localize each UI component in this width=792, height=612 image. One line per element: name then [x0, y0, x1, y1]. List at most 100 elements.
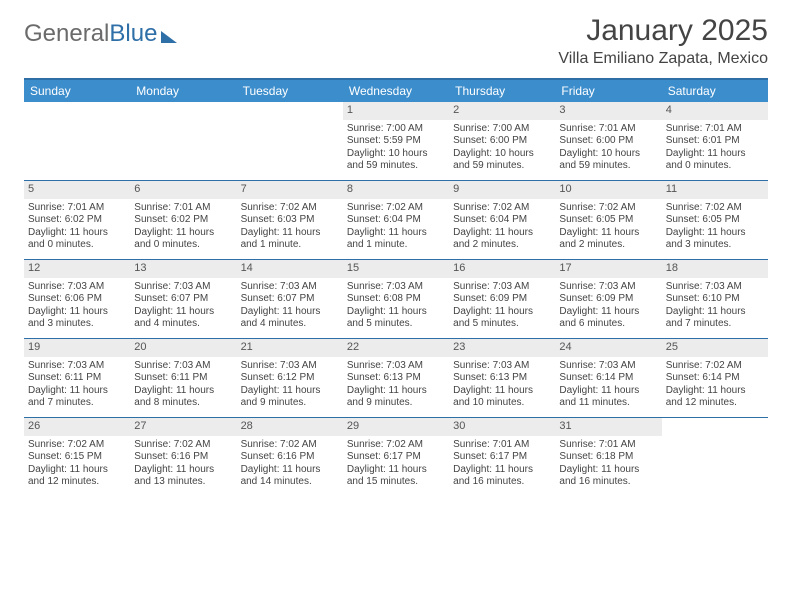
- day-cell: 29Sunrise: 7:02 AMSunset: 6:17 PMDayligh…: [343, 418, 449, 496]
- day-cell: 30Sunrise: 7:01 AMSunset: 6:17 PMDayligh…: [449, 418, 555, 496]
- day-info-line: Daylight: 11 hours and 2 minutes.: [453, 227, 551, 252]
- day-info-line: Sunset: 6:10 PM: [666, 293, 764, 306]
- day-info-line: Sunset: 6:00 PM: [559, 135, 657, 148]
- day-number: 22: [343, 339, 449, 357]
- day-info-line: Sunrise: 7:03 AM: [559, 281, 657, 294]
- day-info-line: Sunrise: 7:03 AM: [28, 360, 126, 373]
- day-info-line: Daylight: 11 hours and 3 minutes.: [666, 227, 764, 252]
- dow-cell: Friday: [555, 80, 661, 102]
- day-info-line: Daylight: 11 hours and 4 minutes.: [241, 306, 339, 331]
- day-cell: 6Sunrise: 7:01 AMSunset: 6:02 PMDaylight…: [130, 181, 236, 259]
- dow-cell: Thursday: [449, 80, 555, 102]
- day-number: 11: [662, 181, 768, 199]
- day-number: 17: [555, 260, 661, 278]
- day-info-line: Sunrise: 7:01 AM: [453, 439, 551, 452]
- day-info-line: Sunrise: 7:02 AM: [666, 360, 764, 373]
- day-cell: 26Sunrise: 7:02 AMSunset: 6:15 PMDayligh…: [24, 418, 130, 496]
- day-info-line: Sunrise: 7:03 AM: [28, 281, 126, 294]
- day-number: 21: [237, 339, 343, 357]
- day-cell: 25 Sunrise: 7:02 AMSunset: 6:14 PMDayligh…: [662, 339, 768, 417]
- day-info-line: Daylight: 10 hours and 59 minutes.: [559, 148, 657, 173]
- day-cell: 15Sunrise: 7:03 AMSunset: 6:08 PMDayligh…: [343, 260, 449, 338]
- day-info-line: Sunrise: 7:00 AM: [347, 123, 445, 136]
- weeks-container: 1Sunrise: 7:00 AMSunset: 5:59 PMDaylight…: [24, 102, 768, 496]
- day-info-line: Sunrise: 7:03 AM: [134, 281, 232, 294]
- day-cell: [662, 418, 768, 496]
- day-cell: 12Sunrise: 7:03 AMSunset: 6:06 PMDayligh…: [24, 260, 130, 338]
- day-info-line: Sunset: 6:09 PM: [453, 293, 551, 306]
- day-number: 18: [662, 260, 768, 278]
- day-cell: 21Sunrise: 7:03 AMSunset: 6:12 PMDayligh…: [237, 339, 343, 417]
- calendar-grid: SundayMondayTuesdayWednesdayThursdayFrid…: [24, 78, 768, 496]
- day-info-line: Daylight: 11 hours and 4 minutes.: [134, 306, 232, 331]
- day-number: 4: [662, 102, 768, 120]
- day-cell: 8Sunrise: 7:02 AMSunset: 6:04 PMDaylight…: [343, 181, 449, 259]
- day-info-line: Sunset: 6:17 PM: [347, 451, 445, 464]
- day-cell: 7Sunrise: 7:02 AMSunset: 6:03 PMDaylight…: [237, 181, 343, 259]
- day-number: 1: [343, 102, 449, 120]
- day-number: 27: [130, 418, 236, 436]
- week-row: 5Sunrise: 7:01 AMSunset: 6:02 PMDaylight…: [24, 181, 768, 260]
- dow-cell: Tuesday: [237, 80, 343, 102]
- day-cell: 9 Sunrise: 7:02 AMSunset: 6:04 PMDaylight…: [449, 181, 555, 259]
- day-info-line: Sunrise: 7:03 AM: [134, 360, 232, 373]
- day-cell: 11 Sunrise: 7:02 AMSunset: 6:05 PMDayligh…: [662, 181, 768, 259]
- week-row: 1Sunrise: 7:00 AMSunset: 5:59 PMDaylight…: [24, 102, 768, 181]
- sail-icon: [161, 31, 177, 43]
- day-info-line: Sunrise: 7:03 AM: [241, 281, 339, 294]
- day-number: 20: [130, 339, 236, 357]
- day-info-line: Sunrise: 7:02 AM: [134, 439, 232, 452]
- day-info-line: Sunrise: 7:03 AM: [347, 360, 445, 373]
- day-number: 9: [449, 181, 555, 199]
- day-cell: 23Sunrise: 7:03 AMSunset: 6:13 PMDayligh…: [449, 339, 555, 417]
- day-cell: 24Sunrise: 7:03 AMSunset: 6:14 PMDayligh…: [555, 339, 661, 417]
- day-info-line: Sunrise: 7:03 AM: [347, 281, 445, 294]
- day-cell: 2Sunrise: 7:00 AMSunset: 6:00 PMDaylight…: [449, 102, 555, 180]
- day-cell: 27Sunrise: 7:02 AMSunset: 6:16 PMDayligh…: [130, 418, 236, 496]
- day-info-line: Sunset: 6:07 PM: [241, 293, 339, 306]
- day-cell: [130, 102, 236, 180]
- calendar-page: GeneralBlue January 2025 Villa Emiliano …: [0, 0, 792, 506]
- day-info-line: Sunrise: 7:03 AM: [453, 281, 551, 294]
- day-info-line: Daylight: 11 hours and 2 minutes.: [559, 227, 657, 252]
- day-info-line: Daylight: 11 hours and 5 minutes.: [453, 306, 551, 331]
- day-info-line: Sunrise: 7:03 AM: [241, 360, 339, 373]
- day-info-line: Sunset: 6:04 PM: [453, 214, 551, 227]
- day-cell: 14 Sunrise: 7:03 AMSunset: 6:07 PMDayligh…: [237, 260, 343, 338]
- day-cell: [24, 102, 130, 180]
- day-info-line: Sunrise: 7:03 AM: [666, 281, 764, 294]
- day-info-line: Sunrise: 7:02 AM: [347, 439, 445, 452]
- day-info-line: Sunset: 6:02 PM: [28, 214, 126, 227]
- day-info-line: Sunset: 6:04 PM: [347, 214, 445, 227]
- day-cell: 17Sunrise: 7:03 AMSunset: 6:09 PMDayligh…: [555, 260, 661, 338]
- day-info-line: Sunset: 6:01 PM: [666, 135, 764, 148]
- day-number: 30: [449, 418, 555, 436]
- day-number: 14: [237, 260, 343, 278]
- day-info-line: Daylight: 11 hours and 15 minutes.: [347, 464, 445, 489]
- dow-cell: Saturday: [662, 80, 768, 102]
- day-info-line: Sunrise: 7:02 AM: [666, 202, 764, 215]
- day-info-line: Sunrise: 7:02 AM: [453, 202, 551, 215]
- day-info-line: Sunset: 6:05 PM: [666, 214, 764, 227]
- day-info-line: Daylight: 11 hours and 3 minutes.: [28, 306, 126, 331]
- day-cell: 13Sunrise: 7:03 AMSunset: 6:07 PMDayligh…: [130, 260, 236, 338]
- day-info-line: Sunrise: 7:01 AM: [28, 202, 126, 215]
- day-number: 25: [662, 339, 768, 357]
- day-info-line: Sunset: 6:08 PM: [347, 293, 445, 306]
- dow-cell: Wednesday: [343, 80, 449, 102]
- day-info-line: Daylight: 11 hours and 0 minutes.: [28, 227, 126, 252]
- day-info-line: Daylight: 11 hours and 9 minutes.: [347, 385, 445, 410]
- day-info-line: Sunset: 6:09 PM: [559, 293, 657, 306]
- day-info-line: Sunset: 6:14 PM: [666, 372, 764, 385]
- day-info-line: Daylight: 11 hours and 0 minutes.: [134, 227, 232, 252]
- day-info-line: Sunrise: 7:00 AM: [453, 123, 551, 136]
- day-cell: 18Sunrise: 7:03 AMSunset: 6:10 PMDayligh…: [662, 260, 768, 338]
- day-info-line: Sunrise: 7:02 AM: [241, 202, 339, 215]
- brand-part2: Blue: [109, 20, 157, 48]
- day-number: 6: [130, 181, 236, 199]
- brand-logo: GeneralBlue: [24, 14, 177, 48]
- day-info-line: Daylight: 11 hours and 14 minutes.: [241, 464, 339, 489]
- day-info-line: Daylight: 11 hours and 12 minutes.: [666, 385, 764, 410]
- day-info-line: Sunset: 6:02 PM: [134, 214, 232, 227]
- day-cell: 19Sunrise: 7:03 AMSunset: 6:11 PMDayligh…: [24, 339, 130, 417]
